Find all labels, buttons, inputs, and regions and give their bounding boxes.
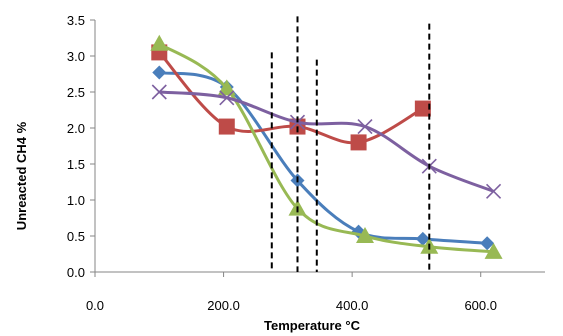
x-marker bbox=[486, 183, 502, 199]
diamond-marker bbox=[415, 231, 430, 246]
y-tick-label: 2.5 bbox=[67, 85, 85, 100]
y-tick-label: 3.0 bbox=[67, 49, 85, 64]
x-tick-label: 600.0 bbox=[464, 298, 497, 313]
x-marker bbox=[357, 118, 373, 135]
x-tick-labels: 0.0 200.0 400.0 600.0 bbox=[86, 298, 497, 313]
plot-area bbox=[90, 16, 545, 277]
y-axis-title: Unreacted CH4 % bbox=[14, 121, 29, 230]
x-tick-label: 200.0 bbox=[207, 298, 240, 313]
triangle-marker bbox=[150, 34, 169, 51]
triangle-marker bbox=[484, 242, 503, 259]
y-tick-label: 0.5 bbox=[67, 229, 85, 244]
y-tick-label: 1.5 bbox=[67, 157, 85, 172]
series-3 bbox=[150, 34, 503, 259]
x-marker-stroke bbox=[486, 183, 502, 199]
y-tick-label: 2.0 bbox=[67, 121, 85, 136]
square-marker bbox=[350, 134, 367, 151]
triangle-marker bbox=[356, 227, 374, 243]
y-tick-labels: 0.0 0.5 1.0 1.5 2.0 2.5 3.0 3.5 bbox=[67, 13, 85, 280]
triangle-marker bbox=[217, 79, 236, 96]
x-marker-stroke bbox=[219, 90, 235, 106]
y-tick-label: 0.0 bbox=[67, 265, 85, 280]
square-marker bbox=[218, 118, 235, 135]
square-marker bbox=[414, 100, 431, 117]
x-tick-label: 0.0 bbox=[86, 298, 104, 313]
series-4 bbox=[151, 84, 502, 199]
x-tick-label: 400.0 bbox=[336, 298, 369, 313]
diamond-marker bbox=[480, 236, 495, 251]
x-marker bbox=[151, 84, 167, 100]
x-marker-stroke bbox=[151, 84, 167, 100]
x-marker bbox=[219, 90, 235, 106]
series-line bbox=[158, 71, 488, 245]
x-axis-title: Temperature °C bbox=[264, 318, 361, 333]
x-marker-stroke bbox=[357, 118, 373, 135]
diamond-marker bbox=[152, 65, 167, 80]
series-line bbox=[159, 90, 495, 193]
y-tick-label: 3.5 bbox=[67, 13, 85, 28]
series-line bbox=[158, 42, 494, 254]
y-tick-label: 1.0 bbox=[67, 193, 85, 208]
